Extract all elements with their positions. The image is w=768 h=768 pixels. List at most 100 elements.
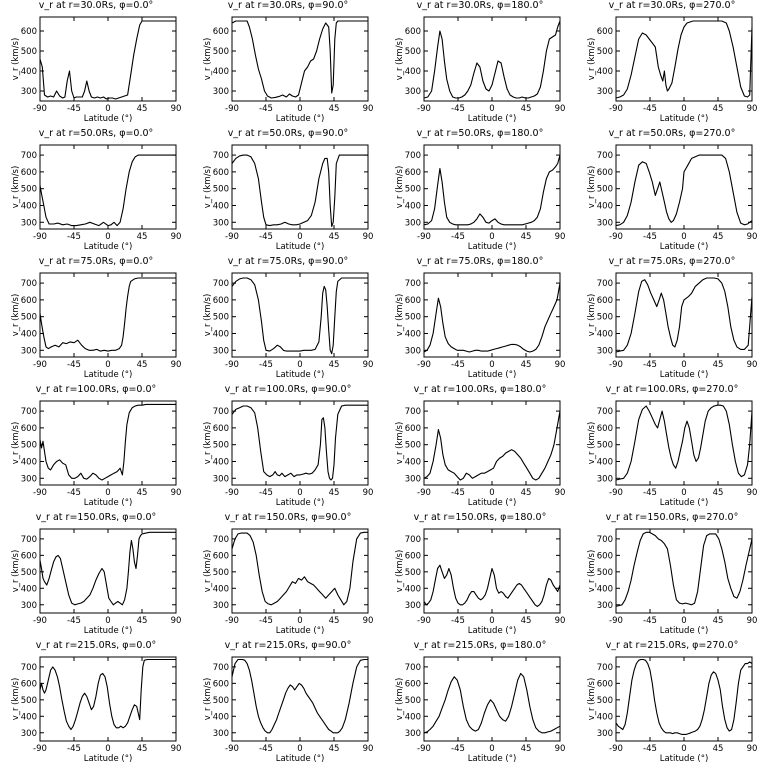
x-tick-label: -45	[259, 360, 273, 370]
chart-panel: v_r at r=100.0Rs, φ=180.0° -90 -45 0 45 90 300…	[384, 384, 576, 512]
chart-svg: -90 -45 0 45 90 300 400 500 600 Latitude (°) v_r (…	[203, 16, 373, 124]
data-line	[423, 411, 561, 481]
x-tick-label: 90	[555, 616, 566, 626]
chart-panel: v_r at r=100.0Rs, φ=0.0° -90 -45 0 45 90 300 40…	[0, 384, 192, 512]
data-line	[615, 658, 753, 735]
x-tick-label: 0	[105, 232, 110, 242]
data-line	[39, 531, 176, 606]
x-tick-label: 0	[297, 616, 302, 626]
plot-frame	[39, 16, 177, 102]
chart-svg: -90 -45 0 45 90 300 400 500 600 700 Latitude (°) v_…	[11, 144, 181, 252]
y-tick-label: 300	[405, 346, 421, 356]
x-tick-label: 45	[329, 104, 340, 114]
x-tick-label: 0	[489, 104, 494, 114]
y-tick-label: 600	[213, 27, 229, 37]
chart-panel: v_r at r=215.0Rs, φ=180.0° -90 -45 0 45 90 300…	[384, 640, 576, 768]
x-axis-label: Latitude (°)	[84, 242, 133, 252]
chart-svg: -90 -45 0 45 90 300 400 500 600 Latitude (°) v_r (…	[587, 16, 757, 124]
y-tick-label: 500	[21, 568, 37, 578]
x-tick-label: -45	[451, 744, 465, 754]
chart-panel: v_r at r=150.0Rs, φ=180.0° -90 -45 0 45 90 300…	[384, 512, 576, 640]
plot-frame	[39, 400, 177, 486]
x-tick-label: -90	[225, 104, 239, 114]
plot-frame	[423, 144, 561, 230]
y-tick-label: 300	[597, 601, 613, 611]
chart-svg: -90 -45 0 45 90 300 400 500 600 700 Latitude (°) v_…	[587, 272, 757, 380]
y-tick-label: 500	[597, 185, 613, 195]
y-tick-label: 400	[597, 67, 613, 77]
y-axis-label: v_r (km/s)	[395, 166, 405, 209]
y-axis-label: v_r (km/s)	[11, 550, 21, 593]
chart-svg: -90 -45 0 45 90 300 400 500 600 700 Latitude (°) v_…	[203, 272, 374, 380]
x-tick-label: 0	[489, 360, 494, 370]
data-line	[39, 20, 176, 100]
x-tick-label: -45	[67, 488, 81, 498]
x-tick-label: -45	[643, 360, 657, 370]
x-axis-label: Latitude (°)	[660, 626, 709, 636]
x-tick-label: 90	[747, 232, 758, 242]
y-tick-label: 300	[21, 474, 37, 484]
x-axis-label: Latitude (°)	[84, 370, 133, 380]
x-tick-label: 90	[555, 104, 566, 114]
y-tick-label: 500	[213, 313, 229, 323]
x-tick-label: 90	[555, 232, 566, 242]
y-tick-label: 700	[21, 535, 37, 545]
x-axis-label: Latitude (°)	[276, 626, 325, 636]
chart-panel: v_r at r=75.0Rs, φ=180.0° -90 -45 0 45 90 300 4…	[384, 256, 576, 384]
plot-frame	[423, 656, 561, 742]
y-tick-label: 300	[213, 87, 229, 97]
chart-title: v_r at r=150.0Rs, φ=270.0°	[605, 512, 739, 523]
x-tick-label: 90	[171, 360, 182, 370]
x-tick-label: -90	[33, 744, 47, 754]
x-tick-label: 0	[489, 744, 494, 754]
x-tick-label: 90	[747, 488, 758, 498]
data-line	[39, 403, 176, 481]
y-tick-label: 500	[213, 696, 229, 706]
x-axis-label: Latitude (°)	[660, 242, 709, 252]
x-tick-label: -90	[33, 232, 47, 242]
x-tick-label: 0	[681, 104, 686, 114]
y-axis-label: v_r (km/s)	[587, 294, 597, 337]
x-tick-label: 90	[171, 616, 182, 626]
y-tick-label: 400	[405, 201, 421, 211]
x-tick-label: 45	[329, 232, 340, 242]
x-tick-label: 45	[713, 360, 724, 370]
x-tick-label: 90	[363, 360, 374, 370]
x-axis-label: Latitude (°)	[468, 370, 517, 380]
x-tick-label: 0	[681, 360, 686, 370]
x-tick-label: -90	[417, 744, 431, 754]
chart-svg: -90 -45 0 45 90 300 400 500 600 700 Latitude (°) v_…	[587, 528, 757, 636]
y-tick-label: 600	[597, 168, 613, 178]
y-tick-label: 400	[213, 584, 229, 594]
chart-title: v_r at r=30.0Rs, φ=270.0°	[608, 0, 736, 11]
data-line	[423, 283, 561, 353]
chart-title: v_r at r=100.0Rs, φ=270.0°	[605, 384, 739, 395]
chart-title: v_r at r=50.0Rs, φ=180.0°	[416, 128, 544, 139]
data-line	[423, 672, 561, 734]
x-tick-label: 45	[137, 360, 148, 370]
y-tick-label: 300	[405, 474, 421, 484]
x-tick-label: -90	[225, 744, 239, 754]
x-tick-label: -90	[609, 616, 623, 626]
y-tick-label: 400	[213, 457, 229, 467]
chart-title: v_r at r=30.0Rs, φ=180.0°	[416, 0, 544, 11]
y-tick-label: 600	[405, 27, 421, 37]
chart-title: v_r at r=50.0Rs, φ=90.0°	[227, 128, 349, 139]
plot-frame	[39, 528, 177, 614]
chart-svg: -90 -45 0 45 90 300 400 500 600 700 Latitude (°) v_…	[395, 144, 566, 252]
y-axis-label: v_r (km/s)	[11, 166, 21, 209]
y-axis-label: v_r (km/s)	[587, 678, 597, 721]
chart-title: v_r at r=50.0Rs, φ=270.0°	[608, 128, 736, 139]
y-tick-label: 500	[597, 696, 613, 706]
y-tick-label: 400	[21, 457, 37, 467]
chart-title: v_r at r=75.0Rs, φ=0.0°	[38, 256, 154, 267]
chart-panel: v_r at r=50.0Rs, φ=270.0° -90 -45 0 45 90 300 4…	[576, 128, 768, 256]
chart-svg: -90 -45 0 45 90 300 400 500 600 Latitude (°) v_r (…	[395, 16, 566, 124]
y-tick-label: 500	[21, 313, 37, 323]
chart-title: v_r at r=150.0Rs, φ=90.0°	[224, 512, 352, 523]
chart-panel: v_r at r=50.0Rs, φ=0.0° -90 -45 0 45 90 300 400…	[0, 128, 192, 256]
y-tick-label: 400	[21, 329, 37, 339]
data-line	[615, 404, 753, 481]
chart-svg: -90 -45 0 45 90 300 400 500 600 700 Latitude (°) v_…	[203, 400, 373, 508]
x-tick-label: -90	[225, 232, 239, 242]
